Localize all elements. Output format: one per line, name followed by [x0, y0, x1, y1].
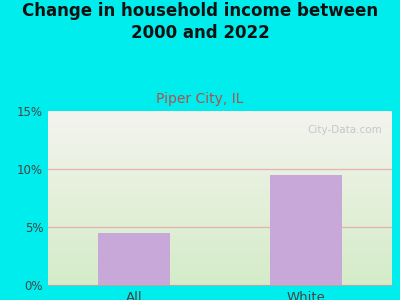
Bar [270, 175, 342, 285]
Text: Change in household income between
2000 and 2022: Change in household income between 2000 … [22, 2, 378, 42]
Text: Piper City, IL: Piper City, IL [156, 92, 244, 106]
Bar [98, 233, 170, 285]
Text: City-Data.com: City-Data.com [307, 125, 382, 135]
